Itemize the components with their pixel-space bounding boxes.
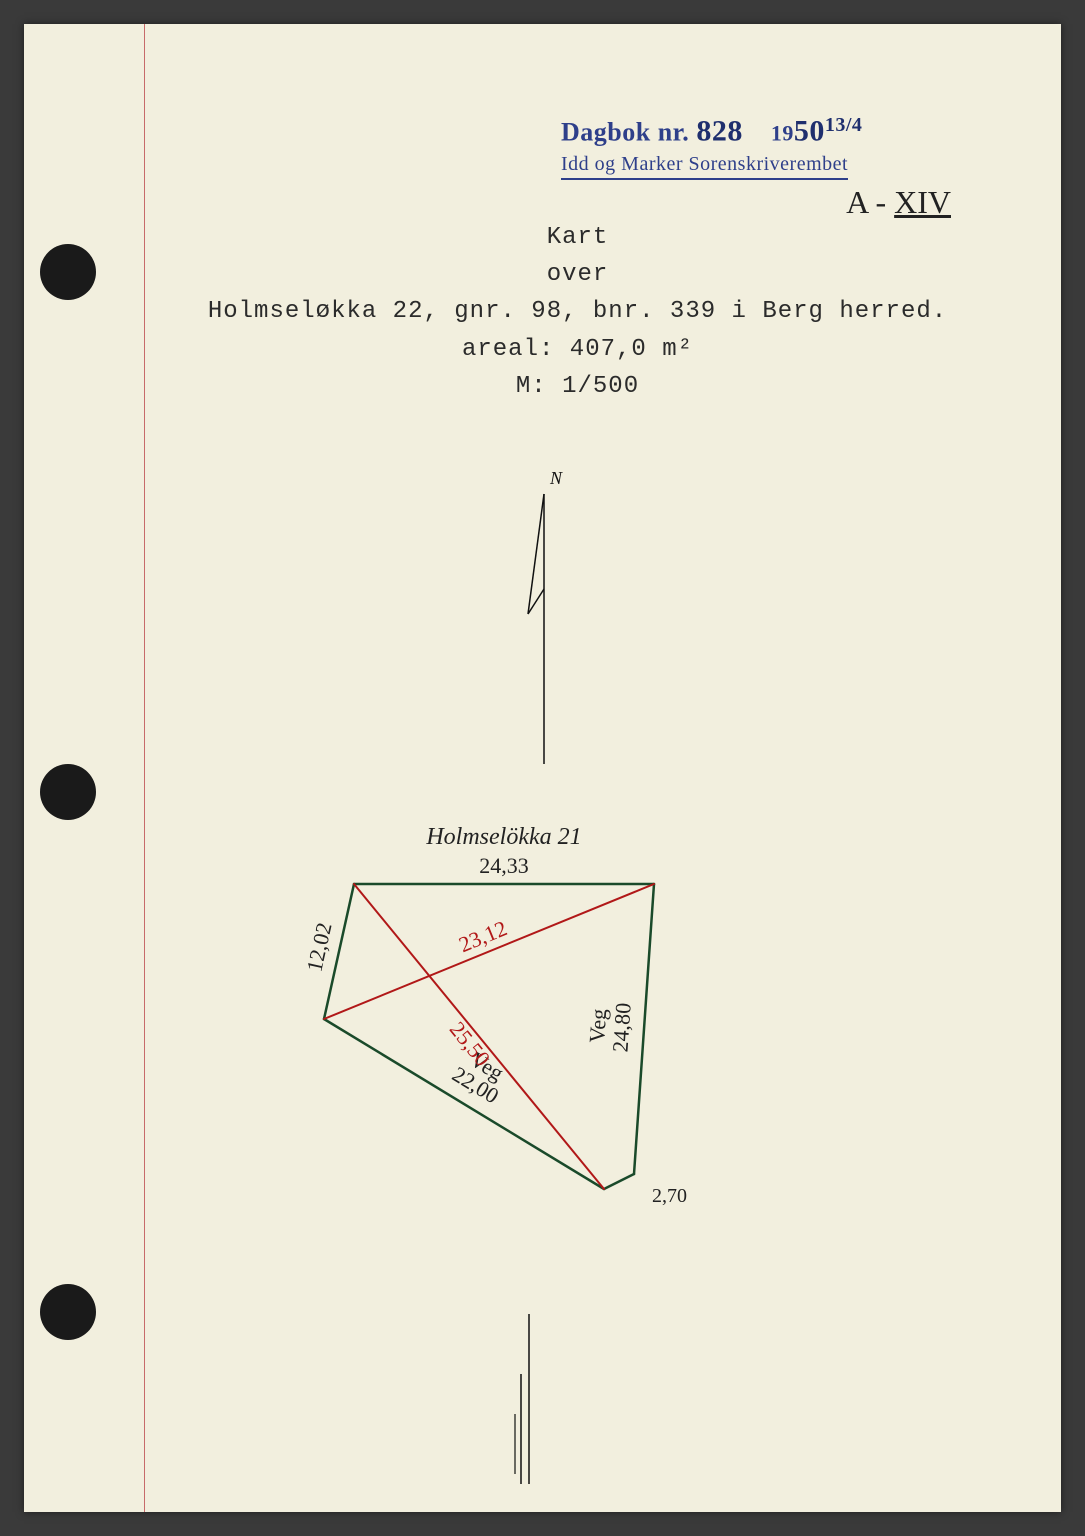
punch-hole: [40, 244, 96, 300]
svg-text:Holmselökka 21: Holmselökka 21: [425, 824, 581, 850]
document-page: Dagbok nr. 828 195013/4 Idd og Marker So…: [24, 24, 1061, 1512]
stamp-label: Dagbok nr.: [561, 118, 689, 147]
annotation-text: A - XIV: [846, 184, 951, 220]
stamp-date: 13/4: [825, 114, 863, 136]
svg-text:24,33: 24,33: [479, 853, 529, 878]
registration-stamp: Dagbok nr. 828 195013/4 Idd og Marker So…: [561, 114, 981, 180]
stamp-line-1: Dagbok nr. 828 195013/4: [561, 114, 981, 149]
document-header: Kart over Holmseløkka 22, gnr. 98, bnr. …: [174, 219, 981, 405]
survey-diagram: NHolmselökka 2124,3312,0222,0024,802,70V…: [174, 434, 994, 1494]
archive-annotation: A - XIV: [846, 184, 951, 221]
header-title-1: Kart: [174, 219, 981, 256]
svg-text:Veg: Veg: [584, 1008, 611, 1044]
svg-text:23,12: 23,12: [455, 915, 510, 957]
svg-text:N: N: [549, 468, 563, 488]
header-area-line: areal: 407,0 m²: [174, 331, 981, 368]
stamp-year-suffix: 50: [794, 115, 825, 148]
punch-hole: [40, 764, 96, 820]
svg-text:2,70: 2,70: [652, 1185, 687, 1207]
stamp-number: 828: [696, 115, 743, 148]
stamp-office: Idd og Marker Sorenskriverembet: [561, 153, 848, 180]
left-margin-rule: [144, 24, 145, 1512]
survey-svg: NHolmselökka 2124,3312,0222,0024,802,70V…: [174, 434, 994, 1494]
svg-text:24,80: 24,80: [607, 1002, 635, 1053]
header-scale-line: M: 1/500: [174, 368, 981, 405]
stamp-year-prefix: 19: [771, 121, 794, 146]
svg-text:12,02: 12,02: [301, 920, 336, 974]
header-property-line: Holmseløkka 22, gnr. 98, bnr. 339 i Berg…: [174, 293, 981, 330]
header-title-2: over: [174, 256, 981, 293]
punch-hole: [40, 1284, 96, 1340]
